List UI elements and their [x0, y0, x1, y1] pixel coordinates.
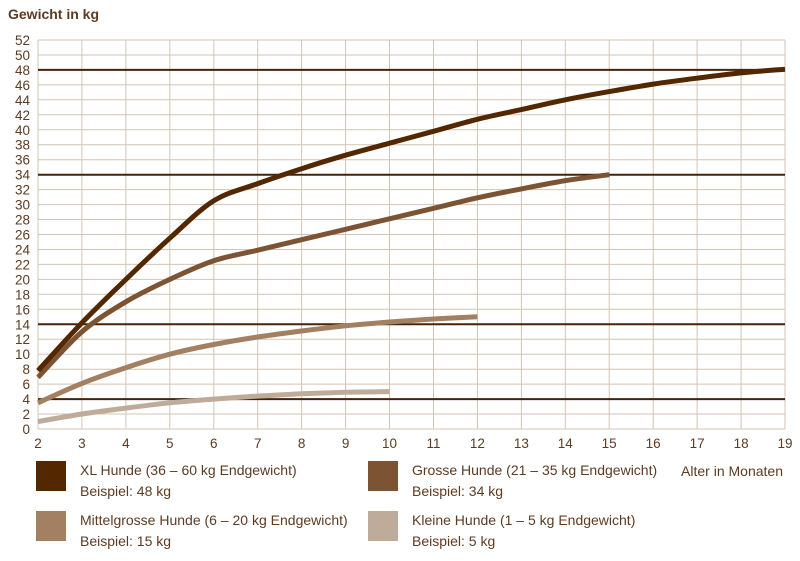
y-tick-label: 30: [15, 198, 30, 213]
legend: XL Hunde (36 – 60 kg Endgewicht) Beispie…: [0, 460, 800, 552]
y-tick-label: 28: [15, 213, 30, 228]
y-tick-label: 18: [15, 287, 30, 302]
series-curve-mittelgrosse: [36, 314, 478, 406]
y-tick-label: 14: [15, 317, 31, 332]
x-tick-label: 10: [382, 436, 397, 451]
series-curve-kleine: [37, 389, 390, 424]
legend-label-grosse: Grosse Hunde (21 – 35 kg Endgewicht): [412, 462, 658, 478]
legend-example-mittelgrosse: Beispiel: 15 kg: [80, 533, 172, 549]
x-tick-label: 3: [78, 436, 86, 451]
x-tick-label: 16: [646, 436, 661, 451]
y-tick-label: 16: [15, 302, 30, 317]
chart-canvas: 0246810121416182022242628303234363840424…: [15, 33, 793, 451]
y-tick-label: 8: [22, 362, 30, 377]
y-tick-label: 26: [15, 228, 30, 243]
x-tick-label: 12: [470, 436, 485, 451]
x-tick-label: 14: [558, 436, 574, 451]
legend-example-grosse: Beispiel: 34 kg: [412, 483, 504, 499]
legend-label-xl: XL Hunde (36 – 60 kg Endgewicht): [80, 462, 297, 478]
y-tick-label: 22: [15, 257, 30, 272]
y-tick-label: 52: [15, 33, 30, 48]
x-tick-label: 17: [690, 436, 705, 451]
x-axis-title: Alter in Monaten: [681, 463, 783, 479]
y-tick-label: 34: [15, 168, 31, 183]
y-tick-label: 46: [15, 78, 30, 93]
x-tick-label: 4: [122, 436, 130, 451]
y-tick-label: 12: [15, 332, 30, 347]
y-tick-label: 36: [15, 153, 30, 168]
y-tick-label: 6: [22, 377, 30, 392]
legend-swatch-grosse: [368, 461, 398, 491]
y-tick-label: 40: [15, 123, 30, 138]
y-tick-label: 24: [15, 243, 31, 258]
series-curve-xl: [36, 66, 786, 373]
y-tick-label: 44: [15, 93, 31, 108]
x-tick-label: 15: [602, 436, 617, 451]
legend-item-xl: XL Hunde (36 – 60 kg Endgewicht) Beispie…: [36, 460, 368, 502]
y-tick-label: 48: [15, 63, 30, 78]
y-tick-label: 32: [15, 183, 30, 198]
x-tick-label: 18: [734, 436, 749, 451]
x-tick-label: 13: [514, 436, 529, 451]
y-tick-label: 10: [15, 347, 30, 362]
x-tick-label: 5: [166, 436, 174, 451]
y-tick-label: 20: [15, 272, 30, 287]
legend-item-kleine: Kleine Hunde (1 – 5 kg Endgewicht) Beisp…: [368, 510, 800, 552]
y-axis-title: Gewicht in kg: [8, 6, 100, 22]
legend-swatch-xl: [36, 461, 66, 491]
legend-example-kleine: Beispiel: 5 kg: [412, 533, 496, 549]
x-tick-label: 9: [342, 436, 350, 451]
x-tick-label: 11: [426, 436, 440, 451]
y-tick-label: 4: [22, 392, 30, 407]
y-tick-label: 0: [22, 422, 30, 437]
x-tick-label: 7: [254, 436, 262, 451]
x-tick-label: 19: [777, 436, 792, 451]
y-tick-label: 38: [15, 138, 30, 153]
legend-label-kleine: Kleine Hunde (1 – 5 kg Endgewicht): [412, 512, 636, 528]
x-tick-label: 8: [298, 436, 306, 451]
y-tick-label: 42: [15, 108, 30, 123]
series-curve-grosse: [36, 172, 610, 380]
legend-swatch-mittelgrosse: [36, 511, 66, 541]
y-tick-label: 2: [22, 407, 30, 422]
legend-example-xl: Beispiel: 48 kg: [80, 483, 172, 499]
y-tick-label: 50: [15, 48, 30, 63]
legend-swatch-kleine: [368, 511, 398, 541]
x-tick-label: 6: [210, 436, 218, 451]
legend-item-mittelgrosse: Mittelgrosse Hunde (6 – 20 kg Endgewicht…: [36, 510, 368, 552]
legend-item-grosse: Grosse Hunde (21 – 35 kg Endgewicht) Bei…: [368, 460, 800, 502]
legend-label-mittelgrosse: Mittelgrosse Hunde (6 – 20 kg Endgewicht…: [80, 512, 348, 528]
x-tick-label: 2: [34, 436, 42, 451]
